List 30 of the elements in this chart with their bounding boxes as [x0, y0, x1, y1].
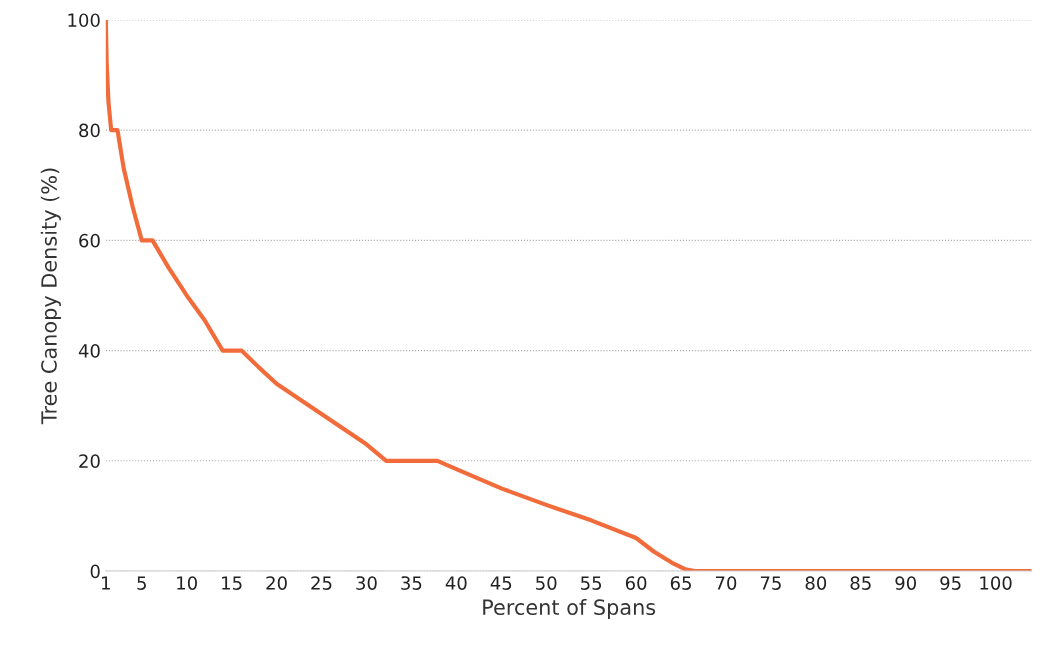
- x-tick-label: 15: [222, 576, 242, 590]
- x-tick-label: 10: [177, 576, 197, 590]
- y-tick-label: 0: [90, 564, 100, 579]
- y-tick-label: 20: [79, 454, 100, 468]
- x-tick-label: 5: [137, 576, 146, 590]
- x-tick-label: 100: [980, 576, 1012, 590]
- y-tick-label: 100: [68, 13, 100, 28]
- x-tick-label: 60: [625, 576, 647, 590]
- x-tick-label: 1: [102, 576, 110, 590]
- x-tick-label: 65: [670, 576, 691, 590]
- x-axis-title: Percent of Spans: [483, 598, 656, 620]
- x-tick-label: 70: [715, 576, 737, 590]
- x-tick-label: 25: [311, 576, 332, 590]
- x-tick-label: 40: [445, 576, 467, 590]
- x-tick-label: 55: [581, 576, 602, 590]
- x-tick-label: 80: [805, 576, 827, 590]
- x-tick-label: 90: [895, 576, 917, 590]
- x-tick-label: 30: [356, 576, 377, 590]
- y-tick-label: 40: [78, 344, 100, 358]
- x-tick-label: 45: [490, 576, 512, 590]
- x-tick-label: 50: [536, 576, 557, 590]
- x-tick-label: 95: [940, 576, 961, 590]
- x-tick-label: 35: [401, 576, 422, 590]
- y-axis-title: Tree Canopy Density (%): [40, 168, 61, 425]
- y-tick-label: 80: [79, 123, 100, 138]
- x-tick-label: 75: [760, 576, 781, 590]
- x-tick-label: 20: [266, 576, 287, 590]
- line-series: [105, 19, 1032, 572]
- y-tick-label: 60: [79, 233, 100, 248]
- x-tick-label: 85: [850, 576, 871, 590]
